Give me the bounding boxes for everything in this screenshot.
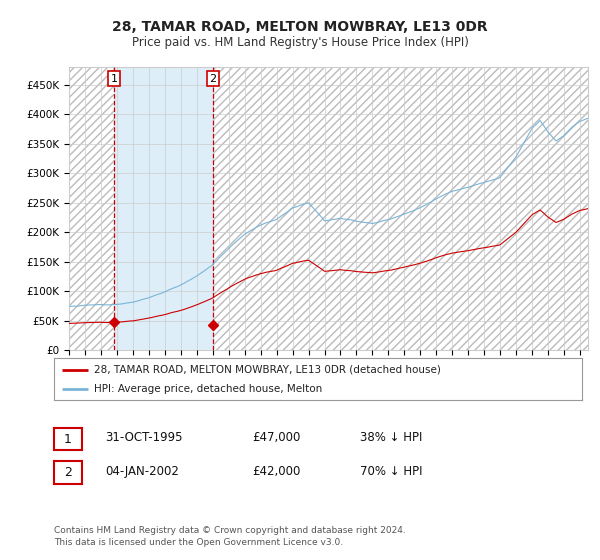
Bar: [213, 67, 588, 350]
Text: £42,000: £42,000: [252, 465, 301, 478]
Text: 70% ↓ HPI: 70% ↓ HPI: [360, 465, 422, 478]
Text: Price paid vs. HM Land Registry's House Price Index (HPI): Price paid vs. HM Land Registry's House …: [131, 36, 469, 49]
Text: Contains HM Land Registry data © Crown copyright and database right 2024.
This d: Contains HM Land Registry data © Crown c…: [54, 526, 406, 547]
Bar: [69, 67, 114, 350]
Text: 2: 2: [209, 73, 217, 83]
Text: 04-JAN-2002: 04-JAN-2002: [105, 465, 179, 478]
Text: £47,000: £47,000: [252, 431, 301, 445]
Text: 31-OCT-1995: 31-OCT-1995: [105, 431, 182, 445]
Bar: [114, 67, 213, 350]
Text: 2: 2: [64, 466, 72, 479]
Text: HPI: Average price, detached house, Melton: HPI: Average price, detached house, Melt…: [94, 384, 322, 394]
Text: 38% ↓ HPI: 38% ↓ HPI: [360, 431, 422, 445]
Text: 28, TAMAR ROAD, MELTON MOWBRAY, LE13 0DR (detached house): 28, TAMAR ROAD, MELTON MOWBRAY, LE13 0DR…: [94, 365, 440, 375]
Text: 28, TAMAR ROAD, MELTON MOWBRAY, LE13 0DR: 28, TAMAR ROAD, MELTON MOWBRAY, LE13 0DR: [112, 20, 488, 34]
Text: 1: 1: [64, 432, 72, 446]
Text: 1: 1: [110, 73, 118, 83]
